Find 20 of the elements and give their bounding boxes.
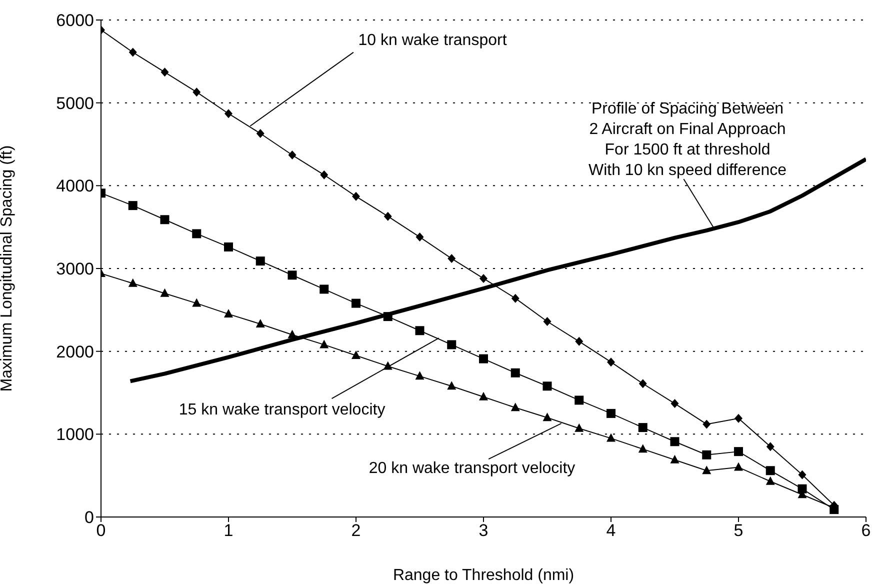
x-tick-label: 0 bbox=[96, 521, 106, 540]
annotation: Profile of Spacing Between 2 Aircraft on Final Approach For 1500 ft at threshold With 10 kn speed difference bbox=[588, 100, 787, 180]
y-axis-title: Maximum Longitudinal Spacing (ft) bbox=[0, 145, 16, 392]
y-tick-label: 3000 bbox=[56, 260, 94, 279]
x-tick-label: 2 bbox=[351, 521, 361, 540]
x-tick-label: 5 bbox=[734, 521, 744, 540]
annotation: 10 kn wake transport bbox=[358, 32, 508, 49]
annotation: 20 kn wake transport velocity bbox=[368, 460, 576, 478]
annotation: 15 kn wake transport velocity bbox=[178, 401, 386, 418]
y-tick-label: 1000 bbox=[56, 425, 94, 444]
x-axis-title: Range to Threshold (nmi) bbox=[392, 567, 574, 584]
x-tick-label: 6 bbox=[861, 521, 871, 540]
x-tick-label: 4 bbox=[606, 521, 616, 540]
y-tick-label: 5000 bbox=[56, 94, 94, 113]
y-tick-label: 2000 bbox=[56, 342, 94, 362]
y-tick-label: 4000 bbox=[56, 176, 94, 196]
x-tick-label: 3 bbox=[478, 521, 488, 540]
y-tick-label: 0 bbox=[84, 508, 94, 528]
y-tick-label: 6000 bbox=[56, 11, 94, 30]
x-tick-label: 1 bbox=[224, 521, 234, 540]
